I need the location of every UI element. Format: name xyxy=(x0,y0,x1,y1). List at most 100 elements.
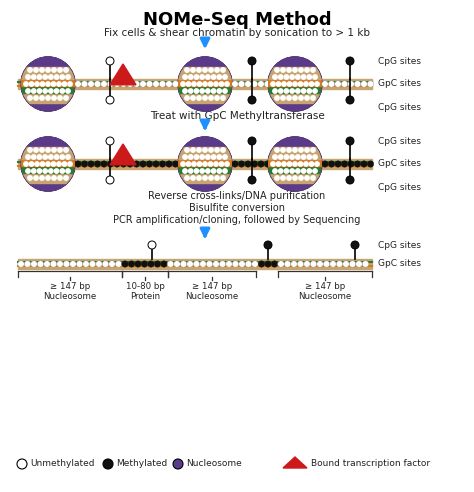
Circle shape xyxy=(34,96,38,100)
Circle shape xyxy=(336,261,343,267)
Circle shape xyxy=(64,96,68,100)
Circle shape xyxy=(166,161,172,167)
Bar xyxy=(21,86,75,92)
Circle shape xyxy=(55,89,59,93)
Circle shape xyxy=(287,68,291,72)
Circle shape xyxy=(21,137,75,191)
Circle shape xyxy=(66,169,70,173)
Circle shape xyxy=(322,161,328,167)
Circle shape xyxy=(31,89,36,93)
Circle shape xyxy=(304,162,308,166)
Circle shape xyxy=(341,81,348,87)
Bar xyxy=(231,79,269,89)
Circle shape xyxy=(88,161,94,167)
Circle shape xyxy=(299,176,303,180)
Circle shape xyxy=(287,96,291,100)
Circle shape xyxy=(287,82,292,86)
Circle shape xyxy=(282,162,286,166)
Circle shape xyxy=(107,161,114,167)
Circle shape xyxy=(215,176,219,180)
Circle shape xyxy=(271,82,275,86)
Circle shape xyxy=(183,169,187,173)
Circle shape xyxy=(34,148,38,152)
Text: Nucleosome: Nucleosome xyxy=(186,460,242,468)
Circle shape xyxy=(120,81,127,87)
Circle shape xyxy=(251,81,258,87)
Circle shape xyxy=(120,161,127,167)
Bar xyxy=(74,159,179,169)
Circle shape xyxy=(24,162,28,166)
Circle shape xyxy=(279,89,283,93)
Bar xyxy=(21,147,75,159)
Circle shape xyxy=(293,96,297,100)
Circle shape xyxy=(293,148,297,152)
Circle shape xyxy=(58,148,62,152)
Circle shape xyxy=(299,96,303,100)
Circle shape xyxy=(24,261,31,267)
Circle shape xyxy=(37,155,42,159)
Bar xyxy=(321,159,372,169)
Circle shape xyxy=(281,176,285,180)
Circle shape xyxy=(106,96,114,104)
Circle shape xyxy=(346,176,354,184)
Circle shape xyxy=(323,261,330,267)
Circle shape xyxy=(298,82,303,86)
Circle shape xyxy=(248,137,256,145)
Bar xyxy=(268,158,322,165)
Circle shape xyxy=(40,162,45,166)
Circle shape xyxy=(153,81,159,87)
Circle shape xyxy=(307,169,311,173)
Circle shape xyxy=(107,81,114,87)
Bar xyxy=(21,93,75,103)
Circle shape xyxy=(208,162,213,166)
Circle shape xyxy=(307,155,311,159)
Circle shape xyxy=(58,176,62,180)
Circle shape xyxy=(341,161,348,167)
Circle shape xyxy=(219,162,224,166)
Circle shape xyxy=(49,89,53,93)
Circle shape xyxy=(60,169,64,173)
Circle shape xyxy=(281,68,285,72)
Circle shape xyxy=(189,75,193,79)
Circle shape xyxy=(28,68,32,72)
Circle shape xyxy=(271,162,275,166)
Circle shape xyxy=(328,81,335,87)
Circle shape xyxy=(281,148,285,152)
Circle shape xyxy=(275,96,279,100)
Circle shape xyxy=(279,75,283,79)
Text: PCR amplification/cloning, followed by Sequencing: PCR amplification/cloning, followed by S… xyxy=(113,215,361,225)
Circle shape xyxy=(106,137,114,145)
Circle shape xyxy=(273,169,277,173)
Circle shape xyxy=(296,75,300,79)
Circle shape xyxy=(335,161,341,167)
Circle shape xyxy=(194,155,199,159)
Circle shape xyxy=(206,169,210,173)
Circle shape xyxy=(197,82,202,86)
Circle shape xyxy=(66,75,70,79)
Circle shape xyxy=(275,176,279,180)
Circle shape xyxy=(52,148,56,152)
Circle shape xyxy=(219,261,226,267)
Bar xyxy=(178,86,232,92)
Circle shape xyxy=(96,261,102,267)
Circle shape xyxy=(290,89,294,93)
Circle shape xyxy=(351,241,359,249)
Circle shape xyxy=(133,161,140,167)
Circle shape xyxy=(52,176,56,180)
Polygon shape xyxy=(283,457,307,468)
Circle shape xyxy=(167,261,173,267)
Circle shape xyxy=(68,82,72,86)
Circle shape xyxy=(268,137,322,191)
Circle shape xyxy=(232,261,239,267)
Circle shape xyxy=(173,459,183,469)
Circle shape xyxy=(26,89,30,93)
Circle shape xyxy=(284,155,289,159)
Circle shape xyxy=(211,155,216,159)
Circle shape xyxy=(310,82,314,86)
Circle shape xyxy=(114,161,120,167)
Circle shape xyxy=(213,261,219,267)
Circle shape xyxy=(209,68,213,72)
Circle shape xyxy=(232,81,238,87)
Circle shape xyxy=(223,155,227,159)
Circle shape xyxy=(238,161,245,167)
